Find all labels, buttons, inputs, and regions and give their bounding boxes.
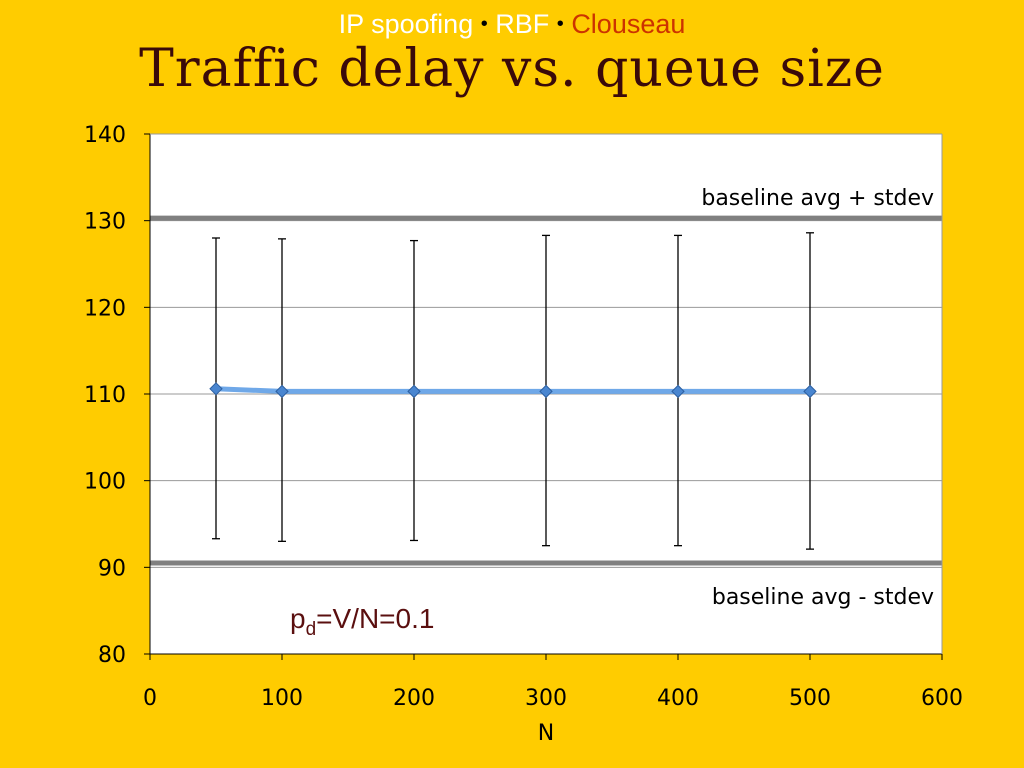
pd-annotation-rest: =V/N=0.1 xyxy=(316,603,434,634)
slide-title: Traffic delay vs. queue size xyxy=(139,39,885,99)
x-tick-label: 200 xyxy=(393,686,435,711)
x-axis-label: N xyxy=(538,721,554,746)
header-topic-clouseau: Clouseau xyxy=(571,9,686,39)
x-tick-label: 400 xyxy=(657,686,699,711)
header-separator: • xyxy=(556,13,564,35)
x-tick-label: 300 xyxy=(525,686,567,711)
data-point-marker xyxy=(209,382,223,396)
data-point-marker xyxy=(275,384,289,399)
y-tick-label: 120 xyxy=(84,296,126,321)
y-tick-label: 90 xyxy=(98,556,126,581)
y-tick-label: 130 xyxy=(84,210,126,235)
axes xyxy=(144,133,943,660)
data-point-marker xyxy=(539,384,553,399)
pd-annotation: pd=V/N=0.1 xyxy=(290,603,434,640)
pd-annotation-subscript: d xyxy=(306,619,317,640)
series-markers xyxy=(209,382,817,399)
x-tick-label: 500 xyxy=(789,686,831,711)
data-point-marker xyxy=(803,384,817,399)
reference-line-label: baseline avg - stdev xyxy=(712,585,934,610)
y-tick-label: 80 xyxy=(98,643,126,668)
x-tick-label: 0 xyxy=(143,686,157,711)
y-tick-label: 100 xyxy=(84,470,126,495)
x-tick-label: 600 xyxy=(921,686,963,711)
x-tick-label: 100 xyxy=(261,686,303,711)
reference-line-label: baseline avg + stdev xyxy=(701,186,934,211)
data-point-marker xyxy=(407,384,421,399)
series-polyline xyxy=(215,386,810,394)
tick-labels: 80 90 100 110 120 130 140 0 100 200 300 400 500 600 xyxy=(84,123,963,711)
series-line xyxy=(215,386,810,394)
header-separator: • xyxy=(480,13,488,35)
header-topic-ip-spoofing: IP spoofing xyxy=(338,9,474,39)
y-tick-label: 110 xyxy=(84,383,126,408)
y-tick-label: 140 xyxy=(84,123,126,148)
data-point-marker xyxy=(671,384,685,399)
header-topic-rbf: RBF xyxy=(495,9,550,39)
reference-lines: baseline avg + stdev baseline avg - stdev xyxy=(150,186,942,610)
pd-annotation-base: p xyxy=(290,603,306,634)
slide-header: IP spoofing • RBF • Clouseau xyxy=(0,8,1024,40)
